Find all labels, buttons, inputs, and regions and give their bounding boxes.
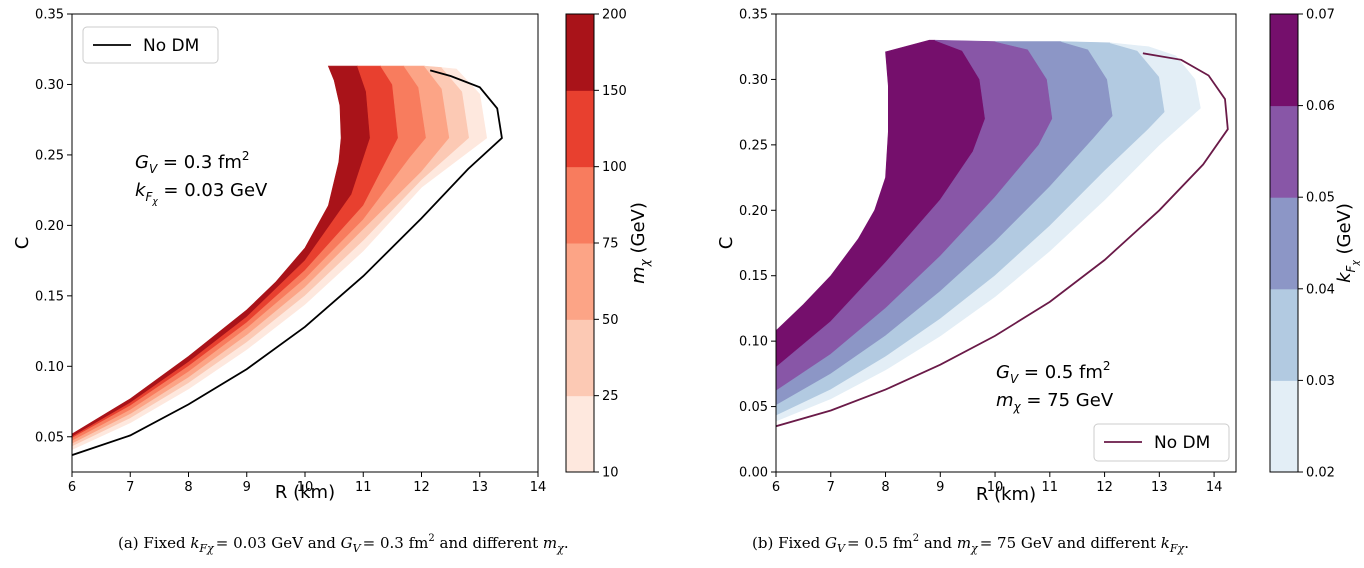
y-tick-label: 0.00 — [739, 466, 768, 481]
x-tick-label: 12 — [1096, 480, 1113, 495]
caption: (a) Fixed kFχ = 0.03 GeV and GV = 0.3 fm2 … — [118, 533, 569, 555]
x-tick-label: 14 — [530, 480, 547, 495]
x-tick-label: 11 — [355, 480, 372, 495]
colorbar-label: mχ (GeV) — [628, 202, 652, 284]
colorbar-tick-label: 50 — [602, 313, 619, 328]
annotation-mchi: mχ = 75 GeV — [996, 390, 1114, 414]
lines-layer — [776, 52, 1229, 428]
colorbar-segment — [1270, 197, 1298, 290]
y-tick-label: 0.35 — [739, 8, 768, 23]
x-tick-label: 6 — [772, 480, 780, 495]
legend: No DM — [1093, 423, 1230, 462]
annotation-gv: GV = 0.3 fm2 — [135, 149, 250, 176]
x-tick-label: 8 — [184, 480, 192, 495]
bands-layer — [72, 65, 488, 450]
y-tick-label: 0.15 — [739, 269, 768, 284]
colorbar-segment — [566, 166, 594, 244]
x-axis-label: R (km) — [275, 482, 335, 503]
colorbar-tick-label: 10 — [602, 466, 619, 481]
x-tick-label: 9 — [936, 480, 944, 495]
x-tick-label: 6 — [68, 480, 76, 495]
colorbar-tick-label: 25 — [602, 389, 619, 404]
x-tick-label: 10 — [987, 480, 1004, 495]
x-tick-label: 12 — [413, 480, 430, 495]
y-tick-label: 0.05 — [35, 430, 64, 445]
colorbar-tick-label: 150 — [602, 84, 627, 99]
y-tick-label: 0.10 — [35, 360, 64, 375]
y-tick-label: 0.30 — [739, 73, 768, 88]
x-axis-label: R (km) — [976, 484, 1036, 505]
legend: No DM — [82, 26, 219, 64]
x-tick-label: 14 — [1206, 480, 1223, 495]
colorbar-label: kFχ (GeV) — [1334, 203, 1361, 283]
y-axis-ticks: 0.00 0.05 0.10 0.15 0.20 0.25 0.30 0.35 — [739, 8, 776, 481]
colorbar-segment — [1270, 105, 1298, 198]
x-axis-ticks: 6 7 8 9 10 11 12 13 14 — [772, 472, 1223, 495]
colorbar-tick-label: 0.02 — [1306, 466, 1335, 481]
x-tick-label: 11 — [1042, 480, 1059, 495]
chart-b: 6 7 8 9 10 11 12 13 14 0.000.050.100.150.200.250… — [716, 8, 1361, 556]
annotation-gv: GV = 0.5 fm2 — [996, 359, 1111, 386]
plot-frame — [775, 13, 1237, 473]
chart-a: 6 7 8 9 10 11 12 13 14 0.050.100.150.200.250.300… — [12, 8, 652, 556]
y-tick-label: 0.30 — [35, 78, 64, 93]
legend-label: No DM — [143, 36, 199, 56]
x-axis-ticks: 6 7 8 9 10 11 12 13 14 — [68, 472, 546, 495]
legend-box — [1093, 423, 1230, 462]
band-6 — [72, 67, 488, 450]
colorbar-segment — [1270, 14, 1298, 107]
y-tick-label: 0.25 — [739, 138, 768, 153]
colorbar: 10 25 50 75 100 150 200 — [565, 8, 627, 481]
x-tick-label: 13 — [1151, 480, 1168, 495]
colorbar-tick-label: 200 — [602, 8, 627, 23]
colorbar-tick-label: 0.06 — [1306, 99, 1335, 114]
no-dm-line — [776, 52, 1229, 428]
annotation-kf: kFχ = 0.03 GeV — [135, 180, 268, 207]
colorbar-tick-label: 0.03 — [1306, 374, 1335, 389]
bands-layer — [776, 39, 1201, 422]
colorbar-segment — [566, 14, 594, 91]
x-tick-label: 9 — [243, 480, 251, 495]
colorbar-tick-label: 0.04 — [1306, 282, 1335, 297]
colorbar-segment — [566, 90, 594, 168]
colorbar-tick-label: 75 — [602, 237, 619, 252]
colorbar-segment — [566, 395, 594, 473]
y-tick-label: 0.10 — [739, 335, 768, 350]
colorbar-tick-label: 0.07 — [1306, 8, 1335, 23]
colorbar-segment — [566, 319, 594, 397]
colorbar-segment — [1270, 380, 1298, 473]
y-tick-label: 0.35 — [35, 8, 64, 23]
colorbar-tick-label: 0.05 — [1306, 191, 1335, 206]
colorbar-segment — [1270, 288, 1298, 381]
y-tick-label: 0.15 — [35, 289, 64, 304]
legend-label: No DM — [1154, 433, 1210, 453]
y-tick-label: 0.20 — [739, 204, 768, 219]
caption: (b) Fixed GV = 0.5 fm2 and mχ = 75 GeV and… — [752, 533, 1189, 555]
y-tick-label: 0.05 — [739, 400, 768, 415]
legend-box — [82, 26, 219, 64]
y-axis-label: C — [716, 237, 737, 250]
colorbar: 0.02 0.03 0.04 0.05 0.06 0.07 — [1269, 8, 1335, 481]
colorbar-tick-label: 100 — [602, 160, 627, 175]
colorbar-segment — [566, 243, 594, 320]
x-tick-label: 10 — [297, 480, 314, 495]
y-tick-label: 0.20 — [35, 219, 64, 234]
panel-b: 6 7 8 9 10 11 12 13 14 0.00 0.05 0.10 0.15 0.20 0.25 0… — [682, 0, 1364, 564]
y-axis-label: C — [12, 237, 33, 250]
x-tick-label: 7 — [126, 480, 134, 495]
x-tick-label: 8 — [881, 480, 889, 495]
colorbar-frame — [1269, 13, 1299, 473]
band-5 — [776, 42, 1201, 422]
x-tick-label: 7 — [827, 480, 835, 495]
panel-a: 6 7 8 9 10 11 12 13 14 0.05 0.10 0.15 0.20 0.25 0.30 0… — [0, 0, 682, 564]
y-axis-ticks: 0.05 0.10 0.15 0.20 0.25 0.30 0.35 — [35, 8, 72, 445]
x-tick-label: 13 — [471, 480, 488, 495]
y-tick-label: 0.25 — [35, 148, 64, 163]
no-dm-line — [72, 69, 503, 456]
lines-layer — [72, 69, 503, 456]
